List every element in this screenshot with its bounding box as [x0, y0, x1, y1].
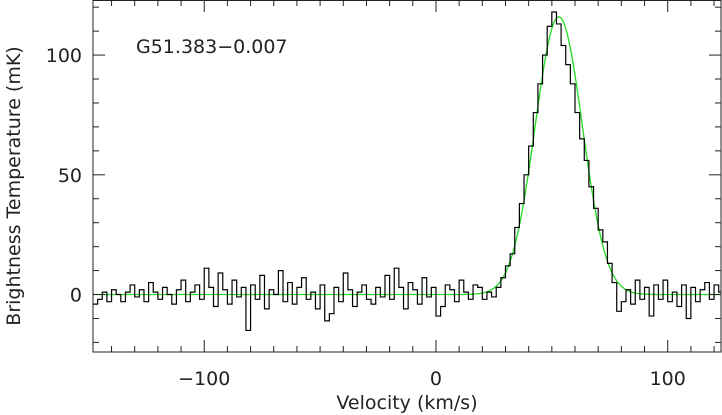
spectrum-step-line — [93, 11, 721, 332]
x-axis-title: Velocity (km/s) — [336, 392, 477, 414]
y-tick-label: 0 — [70, 285, 82, 307]
plot-frame — [92, 0, 722, 353]
x-tick-label: 100 — [650, 368, 686, 390]
x-tick-label: 0 — [430, 368, 442, 390]
y-tick-label: 50 — [58, 165, 82, 187]
gaussian-fit-line — [93, 16, 721, 296]
y-axis-title: Brightness Temperature (mK) — [3, 46, 25, 325]
source-name-annotation: G51.383−0.007 — [136, 36, 288, 58]
y-tick-label: 100 — [46, 45, 82, 67]
x-tick-label: −100 — [178, 368, 230, 390]
